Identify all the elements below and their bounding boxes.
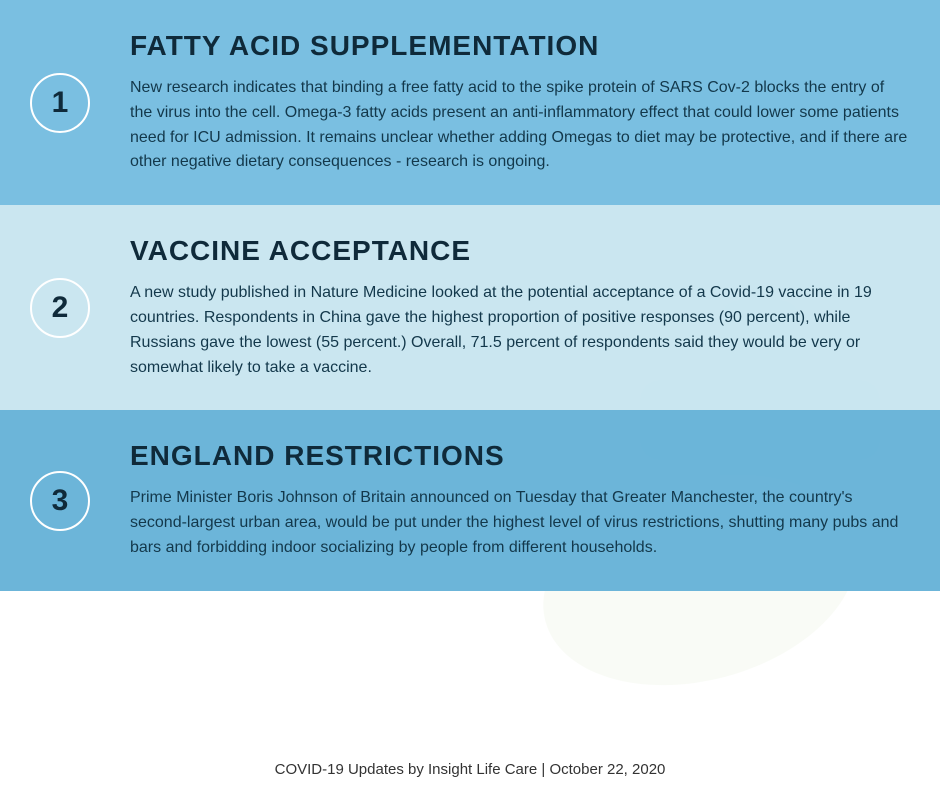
section-number-2: 2 bbox=[52, 291, 69, 325]
section-2: 2 VACCINE ACCEPTANCE A new study publish… bbox=[0, 205, 940, 410]
sections-container: 1 FATTY ACID SUPPLEMENTATION New researc… bbox=[0, 0, 940, 591]
section-1: 1 FATTY ACID SUPPLEMENTATION New researc… bbox=[0, 0, 940, 205]
section-3: 3 ENGLAND RESTRICTIONS Prime Minister Bo… bbox=[0, 410, 940, 590]
section-number-3: 3 bbox=[52, 484, 69, 518]
section-body-3: Prime Minister Boris Johnson of Britain … bbox=[130, 486, 910, 560]
section-heading-2: VACCINE ACCEPTANCE bbox=[130, 235, 910, 267]
section-number-1: 1 bbox=[52, 86, 69, 120]
section-body-1: New research indicates that binding a fr… bbox=[130, 76, 910, 175]
number-circle-3: 3 bbox=[30, 471, 90, 531]
section-content-3: ENGLAND RESTRICTIONS Prime Minister Bori… bbox=[130, 440, 910, 560]
section-content-2: VACCINE ACCEPTANCE A new study published… bbox=[130, 235, 910, 380]
number-circle-2: 2 bbox=[30, 278, 90, 338]
section-heading-3: ENGLAND RESTRICTIONS bbox=[130, 440, 910, 472]
section-content-1: FATTY ACID SUPPLEMENTATION New research … bbox=[130, 30, 910, 175]
footer-text: COVID-19 Updates by Insight Life Care | … bbox=[0, 761, 940, 778]
section-heading-1: FATTY ACID SUPPLEMENTATION bbox=[130, 30, 910, 62]
number-circle-1: 1 bbox=[30, 73, 90, 133]
section-body-2: A new study published in Nature Medicine… bbox=[130, 281, 910, 380]
